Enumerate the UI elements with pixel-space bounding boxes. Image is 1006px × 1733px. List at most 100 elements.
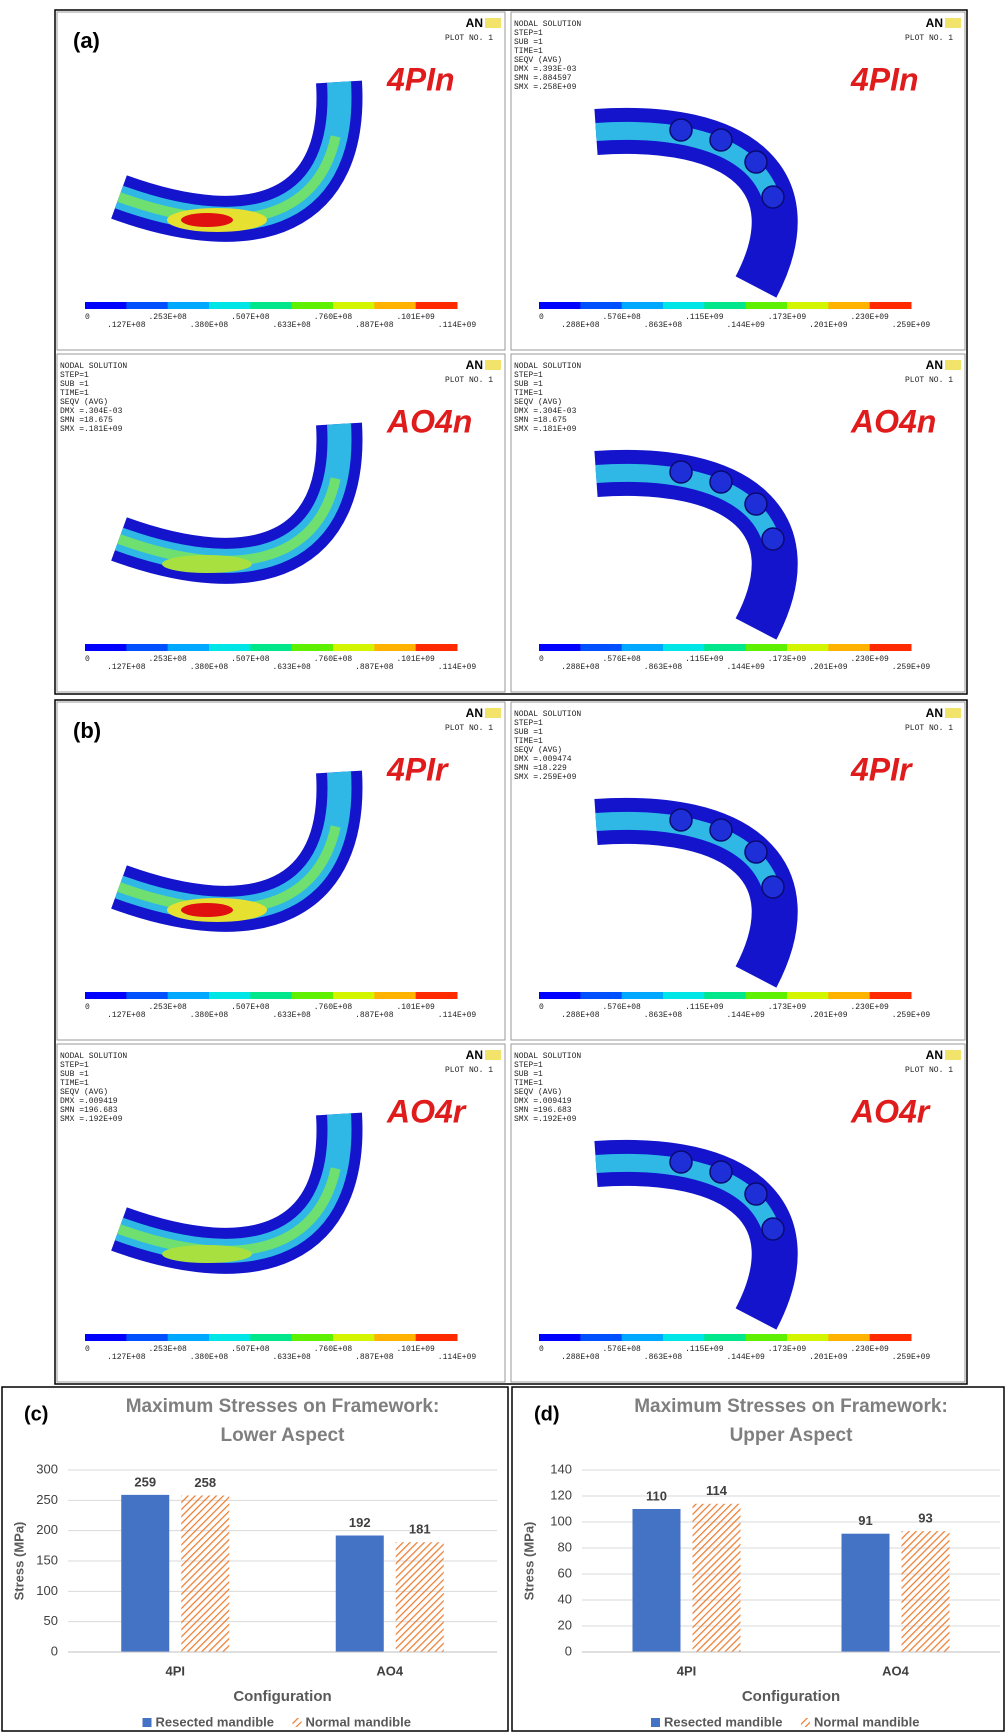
y-tick-label: 120	[550, 1487, 572, 1502]
colorbar-band	[787, 302, 829, 309]
colorbar-band	[168, 644, 210, 651]
colorbar-label: .173E+09	[768, 655, 807, 664]
colorbar-label: .633E+08	[272, 321, 311, 330]
colorbar-label: .173E+09	[768, 313, 807, 322]
plot-number: PLOT NO. 1	[905, 376, 953, 385]
plot-number: PLOT NO. 1	[905, 34, 953, 43]
ansys-logo: AN	[466, 706, 483, 720]
chart-title: Maximum Stresses on Framework:	[634, 1396, 948, 1417]
plot-label: AO4n	[386, 403, 472, 439]
solution-info: TIME=1	[514, 47, 543, 56]
solution-info: DMX =.304E-03	[514, 407, 577, 416]
y-tick-label: 100	[550, 1513, 572, 1528]
screw-hole	[762, 528, 784, 550]
colorbar-label: .115E+09	[685, 313, 724, 322]
colorbar-label: .230E+09	[850, 1345, 889, 1354]
plot-label: AO4n	[850, 403, 936, 439]
colorbar-band	[85, 644, 127, 651]
colorbar-band	[746, 992, 788, 999]
colorbar-band	[746, 302, 788, 309]
colorbar-label: .507E+08	[231, 655, 270, 664]
colorbar-label: .288E+08	[561, 1011, 600, 1020]
solution-info: DMX =.304E-03	[60, 407, 123, 416]
colorbar-label: .633E+08	[272, 1011, 311, 1020]
colorbar-label: .144E+09	[726, 663, 765, 672]
colorbar-band	[828, 992, 870, 999]
colorbar-label: .201E+09	[809, 321, 848, 330]
colorbar-label: .144E+09	[726, 321, 765, 330]
legend-label: Normal mandible	[306, 1714, 411, 1729]
colorbar-label: .380E+08	[190, 321, 229, 330]
colorbar-band	[416, 1334, 458, 1341]
logo-mark	[485, 360, 501, 370]
solution-info: SEQV (AVG)	[514, 746, 562, 755]
solution-info: SUB =1	[514, 1070, 543, 1079]
solution-info: SUB =1	[514, 380, 543, 389]
hot-spot	[181, 903, 233, 917]
solution-info: SMX =.181E+09	[60, 425, 123, 434]
colorbar-band	[292, 302, 334, 309]
colorbar-label: .863E+08	[644, 1011, 683, 1020]
screw-hole	[670, 809, 692, 831]
colorbar-band	[209, 1334, 251, 1341]
colorbar-label: .887E+08	[355, 1011, 394, 1020]
bar	[181, 1495, 229, 1652]
solution-info: SMX =.258E+09	[514, 83, 577, 92]
colorbar-label: .115E+09	[685, 1003, 724, 1012]
solution-info: SUB =1	[60, 380, 89, 389]
solution-info: STEP=1	[514, 1061, 543, 1070]
colorbar-band	[333, 992, 375, 999]
legend-swatch	[143, 1718, 152, 1727]
solution-info: NODAL SOLUTION	[514, 20, 581, 29]
colorbar-label: .633E+08	[272, 1353, 311, 1362]
colorbar-band	[416, 302, 458, 309]
y-tick-label: 0	[565, 1643, 572, 1658]
colorbar-label: .115E+09	[685, 655, 724, 664]
colorbar-band	[787, 1334, 829, 1341]
x-tick-label: AO4	[376, 1663, 404, 1678]
colorbar-band	[292, 644, 334, 651]
colorbar-band	[870, 644, 912, 651]
colorbar-label: .507E+08	[231, 1345, 270, 1354]
colorbar-band	[209, 644, 251, 651]
solution-info: TIME=1	[514, 737, 543, 746]
value-label: 93	[918, 1511, 932, 1526]
colorbar-band	[663, 644, 705, 651]
panel-label: (c)	[24, 1403, 48, 1425]
colorbar-label: .259E+09	[892, 1011, 931, 1020]
colorbar-band	[333, 302, 375, 309]
colorbar-band	[580, 1334, 622, 1341]
colorbar-band	[704, 1334, 746, 1341]
colorbar-band	[333, 1334, 375, 1341]
solution-info: SMN =196.683	[514, 1106, 572, 1115]
solution-info: SMX =.192E+09	[60, 1115, 123, 1124]
solution-info: SMN =18.675	[514, 416, 567, 425]
colorbar-band	[787, 992, 829, 999]
bar	[396, 1542, 444, 1652]
screw-hole	[745, 841, 767, 863]
colorbar-band	[704, 302, 746, 309]
chart-title: Maximum Stresses on Framework:	[126, 1396, 440, 1417]
colorbar-label: .230E+09	[850, 1003, 889, 1012]
colorbar-label: .253E+08	[148, 313, 187, 322]
screw-hole	[745, 151, 767, 173]
colorbar-band	[622, 992, 664, 999]
colorbar-label: 0	[85, 1003, 90, 1012]
plot-number: PLOT NO. 1	[445, 1066, 493, 1075]
colorbar-band	[663, 992, 705, 999]
colorbar-band	[870, 992, 912, 999]
screw-hole	[670, 1151, 692, 1173]
colorbar-label: .576E+08	[602, 1003, 641, 1012]
colorbar-label: .201E+09	[809, 663, 848, 672]
chart-title: Lower Aspect	[221, 1425, 346, 1446]
colorbar-band	[580, 302, 622, 309]
colorbar-label: .760E+08	[314, 1345, 353, 1354]
colorbar-band	[828, 644, 870, 651]
colorbar-band	[168, 992, 210, 999]
colorbar-label: .101E+09	[396, 655, 435, 664]
colorbar-label: .230E+09	[850, 313, 889, 322]
colorbar-label: 0	[85, 313, 90, 322]
hot-spot	[162, 555, 252, 573]
solution-info: SMX =.181E+09	[514, 425, 577, 434]
colorbar-band	[250, 302, 292, 309]
